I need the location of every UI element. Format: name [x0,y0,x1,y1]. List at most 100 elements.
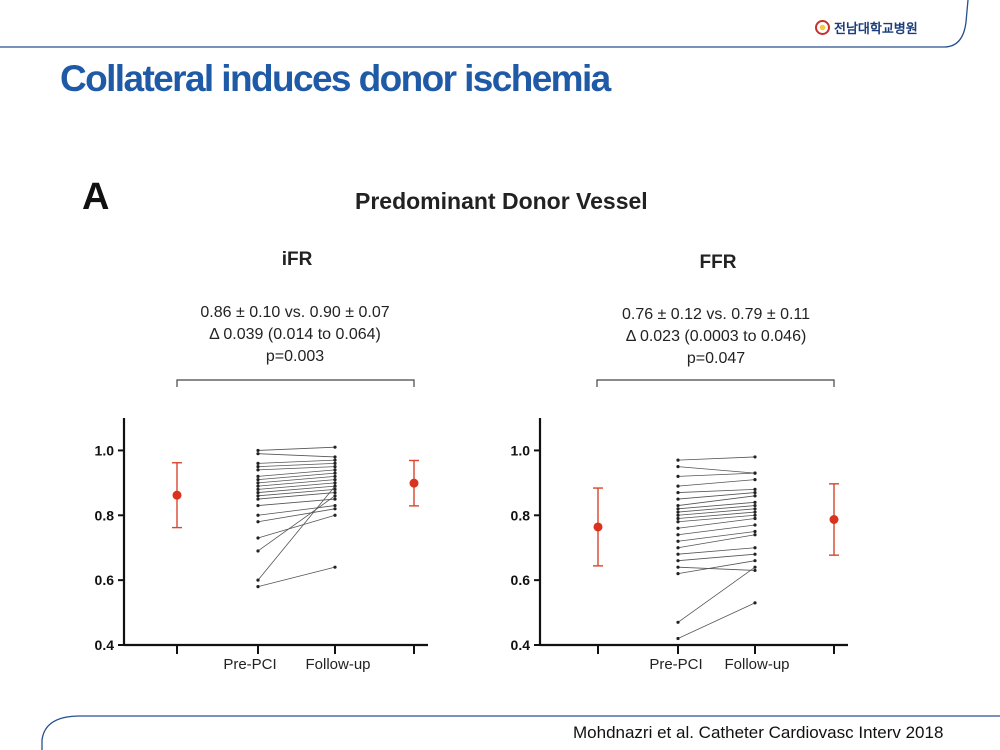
patient-pair-line [677,514,756,523]
y-tick-label: 0.6 [511,572,531,588]
patient-pair-line [257,469,336,477]
y-tick-label: 0.6 [95,572,115,588]
pre-pci-point [256,549,260,553]
follow-up-point [753,478,757,482]
pre-pci-point [676,497,680,501]
pre-pci-point [256,513,260,517]
follow-up-point [333,513,337,517]
patient-pair-line [677,518,756,529]
pre-pci-point [256,578,260,582]
pre-pci-point [256,461,260,465]
follow-up-point [753,490,757,495]
follow-up-point [753,546,757,550]
pre-pci-point [256,520,260,524]
stats-line: p=0.003 [266,348,324,365]
pre-pci-point [676,565,680,569]
pre-pci-point [256,487,260,491]
patient-pair-line [677,488,756,493]
pre-pci-point [676,572,680,576]
mean-marker [172,490,182,500]
patient-pair-line [257,463,336,468]
patient-pair-line [677,553,756,562]
follow-up-point [753,500,757,504]
patient-pair-line [257,485,336,581]
pre-pci-point [676,552,680,556]
follow-up-point [333,503,337,508]
follow-up-point [753,601,757,605]
patient-pair-line [257,508,336,523]
panel-title: Predominant Donor Vessel [355,188,648,214]
pre-pci-point [256,468,260,472]
patient-pair-line [257,514,336,539]
follow-up-point [333,565,337,569]
follow-up-point [333,490,337,495]
patient-pair-line [257,492,336,500]
chart-title: FFR [700,252,737,273]
patient-pair-line [677,492,756,500]
pre-pci-point [256,474,260,478]
pre-pci-point [256,497,260,501]
patient-pair-line [257,495,336,552]
pre-pci-point [256,481,260,485]
pre-pci-point [676,503,680,508]
follow-up-point [753,552,757,556]
stats-line: 0.76 ± 0.12 vs. 0.79 ± 0.11 [622,306,810,323]
citation: Mohdnazri et al. Catheter Cardiovasc Int… [573,723,944,742]
follow-up-point [753,559,757,563]
pre-pci-point [676,507,680,511]
pre-pci-point [256,490,260,495]
pre-pci-point [256,585,260,589]
follow-up-point [753,471,757,475]
y-tick-label: 0.8 [95,507,115,523]
follow-up-point [753,507,757,511]
follow-up-point [333,461,337,465]
patient-pair-line [677,531,756,542]
follow-up-point [333,474,337,478]
patient-pair-line [257,482,336,490]
pre-pci-point [256,494,260,498]
pre-pci-point [676,533,680,537]
follow-up-point [753,510,757,514]
follow-up-point [333,481,337,485]
stats-line: p=0.047 [687,350,745,367]
slide-title: Collateral induces donor ischemia [60,58,611,99]
pre-pci-point [256,448,260,453]
patient-pair-line [257,488,336,497]
pre-pci-point [676,484,680,488]
y-tick-label: 0.8 [511,507,531,523]
stats-line: 0.86 ± 0.10 vs. 0.90 ± 0.07 [200,304,389,321]
follow-up-point [753,523,757,527]
patient-pair-line [677,495,756,506]
x-category-label: Follow-up [305,656,370,673]
pre-pci-point [676,620,680,624]
x-category-label: Follow-up [724,656,789,673]
follow-up-point [333,487,337,491]
pre-pci-point [676,636,680,641]
follow-up-point [333,471,337,475]
patient-pair-line [677,547,756,555]
patient-pair-line [257,485,336,493]
chart-title: iFR [282,249,313,270]
patient-pair-line [677,566,756,623]
x-category-label: Pre-PCI [649,656,702,673]
pre-pci-point [676,546,680,550]
follow-up-point [753,533,757,537]
patient-pair-line [677,501,756,510]
hospital-emblem-icon [815,20,830,35]
pre-pci-point [676,513,680,517]
patient-pair-line [677,466,756,474]
patient-pair-line [257,505,336,516]
pre-pci-point [256,484,260,488]
patient-pair-line [257,466,336,471]
mean-marker [593,522,603,532]
follow-up-point [753,529,757,534]
pre-pci-point [256,452,260,456]
patient-pair-line [677,511,756,519]
y-tick-label: 1.0 [511,442,531,458]
pre-pci-point [256,478,260,482]
pre-pci-point [676,474,680,478]
y-tick-label: 1.0 [95,442,115,458]
pre-pci-point [676,539,680,543]
follow-up-point [753,503,757,508]
follow-up-point [333,445,337,449]
